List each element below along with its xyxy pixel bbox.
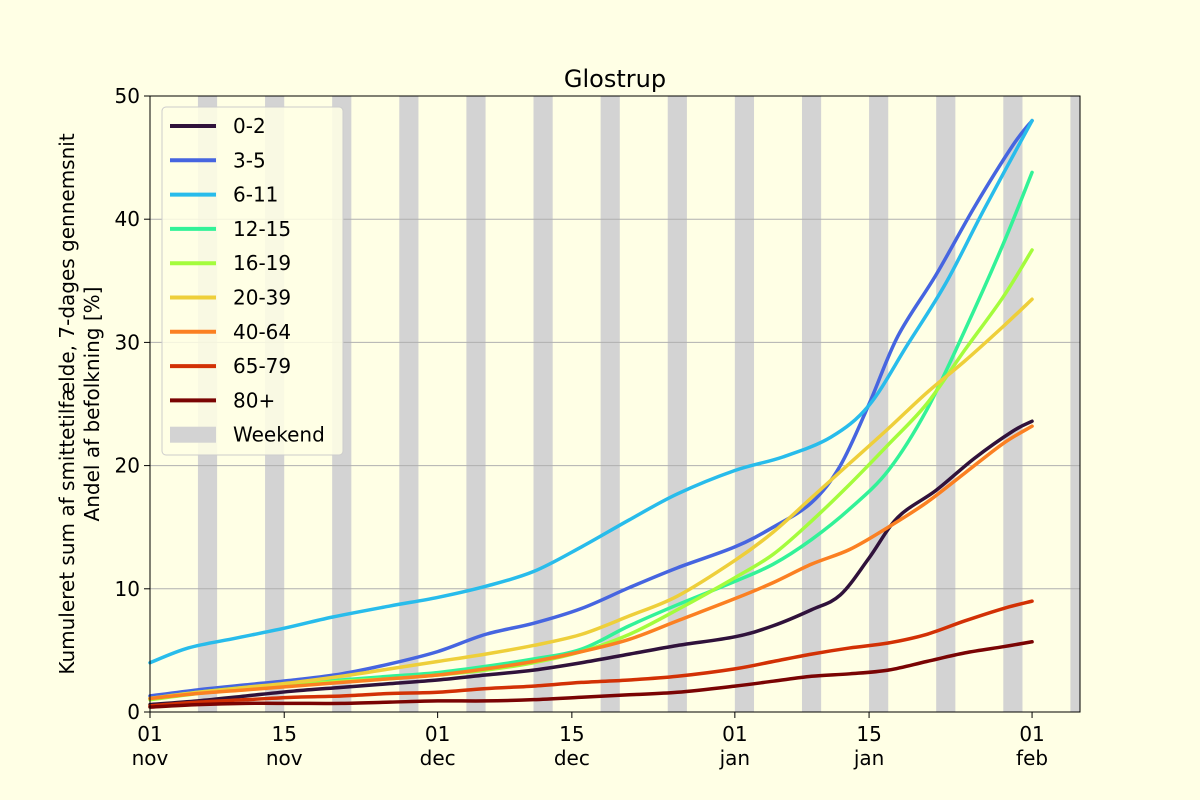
y-tick-label: 50 (115, 84, 140, 108)
series-line-80+ (148, 640, 1034, 709)
weekend-band (869, 96, 889, 712)
legend-label: 0-2 (233, 114, 266, 138)
x-tick-label-month: dec (554, 746, 590, 770)
legend-label: 80+ (233, 388, 275, 412)
legend-label: 16-19 (233, 251, 291, 275)
x-tick-label-month: nov (266, 746, 303, 770)
y-axis-label-line1: Kumuleret sum af smittetilfælde, 7-dages… (55, 133, 79, 675)
weekend-band (533, 96, 553, 712)
y-tick-label: 0 (127, 700, 140, 724)
x-tick-label-day: 01 (1019, 722, 1044, 746)
weekend-band (399, 96, 419, 712)
chart-title: Glostrup (564, 65, 666, 93)
x-tick-label-month: feb (1016, 746, 1048, 770)
legend-label: 65-79 (233, 354, 291, 378)
legend-swatch-weekend (170, 426, 216, 443)
x-tick-label-month: nov (132, 746, 169, 770)
y-axis-label-line2: Andel af befolkning [%] (80, 287, 104, 522)
weekend-band (1070, 96, 1080, 712)
legend-label-weekend: Weekend (233, 423, 325, 447)
series-lines (148, 118, 1034, 709)
y-tick-label: 40 (115, 207, 140, 231)
series-line-0-2 (148, 419, 1034, 707)
weekend-band (466, 96, 486, 712)
series-line-40-64 (148, 424, 1034, 701)
legend-label: 6-11 (233, 183, 278, 207)
y-tick-label: 30 (115, 330, 140, 354)
x-tick-label-day: 15 (856, 722, 881, 746)
weekend-band (936, 96, 956, 712)
x-tick-label-month: jan (853, 746, 885, 770)
weekend-band (734, 96, 755, 712)
series-line-3-5 (148, 118, 1034, 698)
series-line-65-79 (148, 599, 1034, 708)
x-tick-label-day: 01 (137, 722, 162, 746)
x-tick-label-day: 01 (722, 722, 747, 746)
legend-label: 40-64 (233, 320, 291, 344)
y-tick-label: 20 (115, 454, 140, 478)
weekend-band (1003, 96, 1023, 712)
series-line-20-39 (148, 297, 1034, 701)
x-tick-label-month: jan (719, 746, 751, 770)
x-tick-label-day: 15 (272, 722, 297, 746)
legend-label: 20-39 (233, 286, 291, 310)
weekend-band (667, 96, 687, 712)
x-tick-label-day: 15 (559, 722, 584, 746)
weekend-band (801, 96, 822, 712)
x-tick-label-month: dec (420, 746, 456, 770)
x-tick-label-day: 01 (425, 722, 450, 746)
plot-frame (149, 95, 1081, 713)
legend: 0-2 3-5 6-11 12-15 16-19 20-39 40-64 65-79 80+ We… (161, 106, 344, 456)
y-axis-ticks: 0 10 20 30 40 50 (115, 84, 150, 724)
legend-label: 12-15 (233, 217, 291, 241)
series-line-6-11 (148, 118, 1034, 665)
weekend-band (600, 96, 620, 712)
legend-label: 3-5 (233, 148, 266, 172)
y-tick-label: 10 (115, 577, 140, 601)
